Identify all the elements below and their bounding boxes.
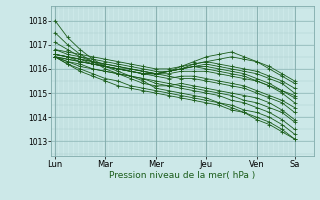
X-axis label: Pression niveau de la mer( hPa ): Pression niveau de la mer( hPa ) (109, 171, 256, 180)
